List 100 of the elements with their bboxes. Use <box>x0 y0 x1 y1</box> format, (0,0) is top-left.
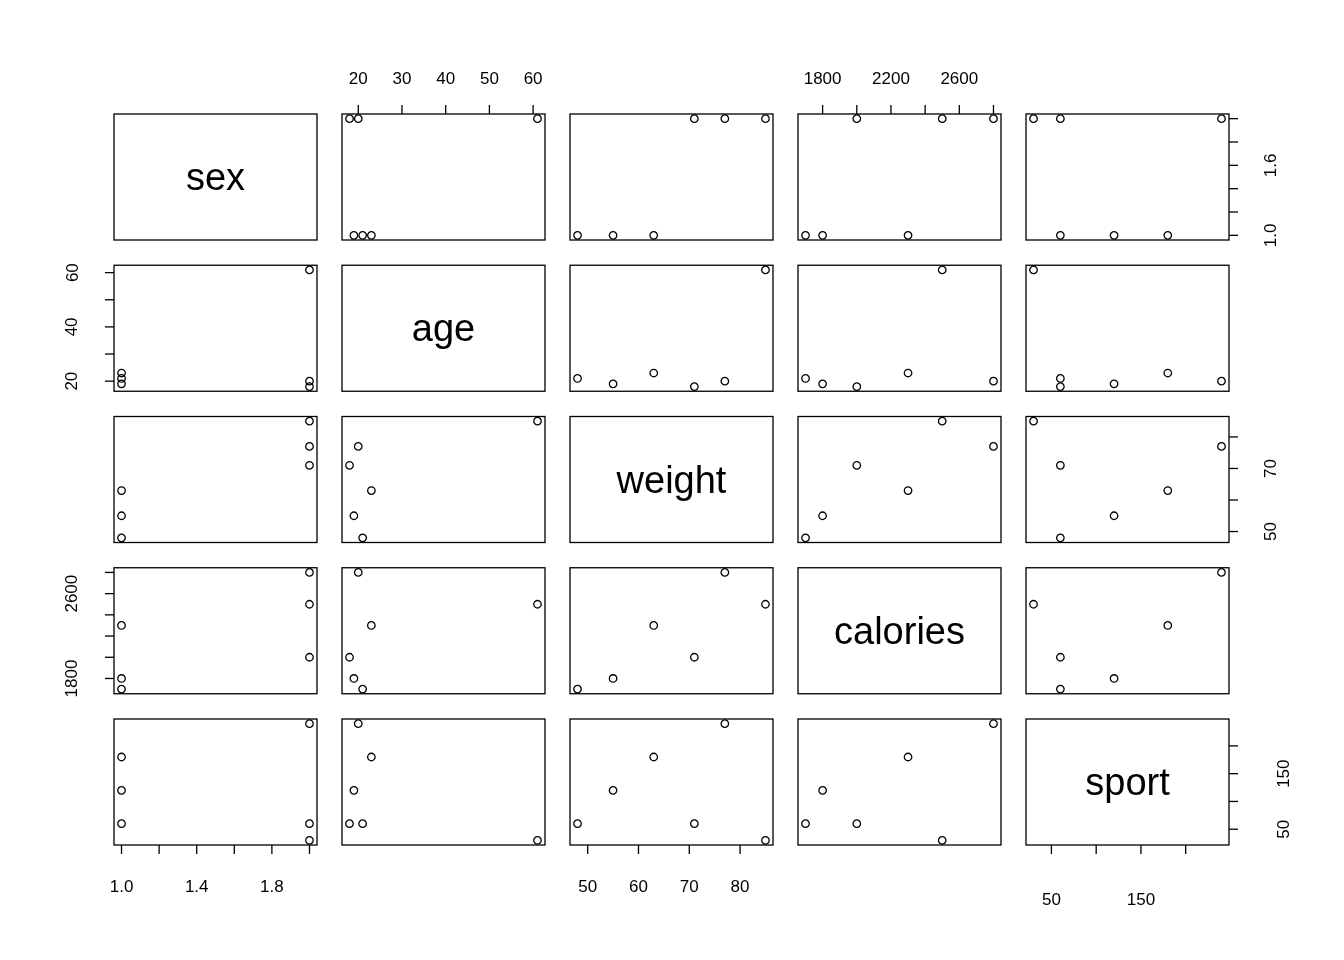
y-tick-label: 1800 <box>62 659 82 698</box>
x-tick-label: 80 <box>730 877 750 896</box>
y-tick-label: 20 <box>62 371 82 391</box>
y-tick-label: 2600 <box>62 574 82 613</box>
point <box>305 265 314 275</box>
point <box>1109 674 1119 683</box>
point <box>1109 511 1119 521</box>
point <box>852 460 862 470</box>
point <box>345 460 354 470</box>
point <box>818 511 827 521</box>
y-tick-label: 50 <box>1261 522 1281 541</box>
point <box>305 719 314 729</box>
y-tick-label: 1.6 <box>1261 153 1281 178</box>
point <box>305 460 314 470</box>
point <box>349 511 359 521</box>
point <box>305 442 314 451</box>
point <box>117 533 126 543</box>
x-tick-label: 50 <box>578 877 598 896</box>
x-tick-label: 2600 <box>940 69 979 88</box>
point <box>1055 460 1065 470</box>
point <box>358 533 368 543</box>
point <box>608 379 618 389</box>
y-tick-label: 60 <box>62 263 82 283</box>
point <box>852 819 862 829</box>
point <box>649 752 659 762</box>
point <box>1217 376 1226 386</box>
point <box>353 442 363 451</box>
point <box>345 652 354 662</box>
x-tick-label: 70 <box>679 877 699 896</box>
point <box>989 719 998 729</box>
point <box>117 368 126 378</box>
point <box>1163 368 1173 378</box>
point <box>117 819 126 829</box>
point <box>720 719 730 729</box>
point <box>353 719 363 729</box>
point <box>608 785 618 795</box>
point <box>366 621 376 630</box>
point <box>1163 621 1173 630</box>
point <box>117 379 126 389</box>
point <box>720 376 730 386</box>
point <box>1109 379 1119 389</box>
x-tick-label: 2200 <box>872 69 910 88</box>
point <box>573 684 582 694</box>
y-tick-label: 1.0 <box>1261 223 1281 248</box>
point <box>1055 684 1065 694</box>
point <box>689 819 699 829</box>
x-tick-label: 1.8 <box>260 877 284 896</box>
point <box>903 486 913 495</box>
point <box>533 599 542 609</box>
point <box>1055 382 1065 391</box>
point <box>649 368 659 378</box>
point <box>117 621 126 630</box>
point <box>689 652 699 662</box>
point <box>937 835 947 845</box>
point <box>818 785 827 795</box>
x-tick-label: 1800 <box>803 69 842 88</box>
text: calories <box>834 609 965 652</box>
point <box>349 785 359 795</box>
point <box>305 416 314 426</box>
point <box>117 511 126 521</box>
point <box>305 382 314 391</box>
point <box>1055 652 1065 662</box>
point <box>1029 265 1038 275</box>
point <box>117 374 126 383</box>
y-tick-label: 40 <box>62 317 82 337</box>
point <box>903 368 913 378</box>
x-tick-label: 1.0 <box>109 877 134 896</box>
point <box>1163 486 1173 495</box>
x-tick-label: 60 <box>523 69 543 88</box>
point <box>937 265 947 275</box>
point <box>689 382 699 391</box>
x-tick-label: 30 <box>392 69 412 88</box>
text: sport <box>1085 761 1171 803</box>
point <box>305 599 314 609</box>
point <box>117 486 126 495</box>
point <box>573 819 582 829</box>
point <box>345 819 354 829</box>
point <box>761 599 770 609</box>
point <box>353 568 363 577</box>
point <box>349 674 359 683</box>
point <box>117 785 126 795</box>
y-tick-label: 70 <box>1261 459 1281 478</box>
point <box>358 684 368 694</box>
point <box>903 752 913 762</box>
point <box>366 752 376 762</box>
point <box>989 376 998 386</box>
point <box>608 674 618 683</box>
point <box>761 265 770 275</box>
point <box>533 416 542 426</box>
point <box>305 835 314 845</box>
point <box>573 374 582 383</box>
point <box>852 382 862 391</box>
x-tick-label: 50 <box>479 69 499 88</box>
point <box>649 621 659 630</box>
point <box>1055 533 1065 543</box>
x-tick-label: 40 <box>436 69 456 88</box>
point <box>117 674 126 683</box>
point <box>761 835 770 845</box>
text: sex <box>185 156 246 198</box>
point <box>117 752 126 762</box>
